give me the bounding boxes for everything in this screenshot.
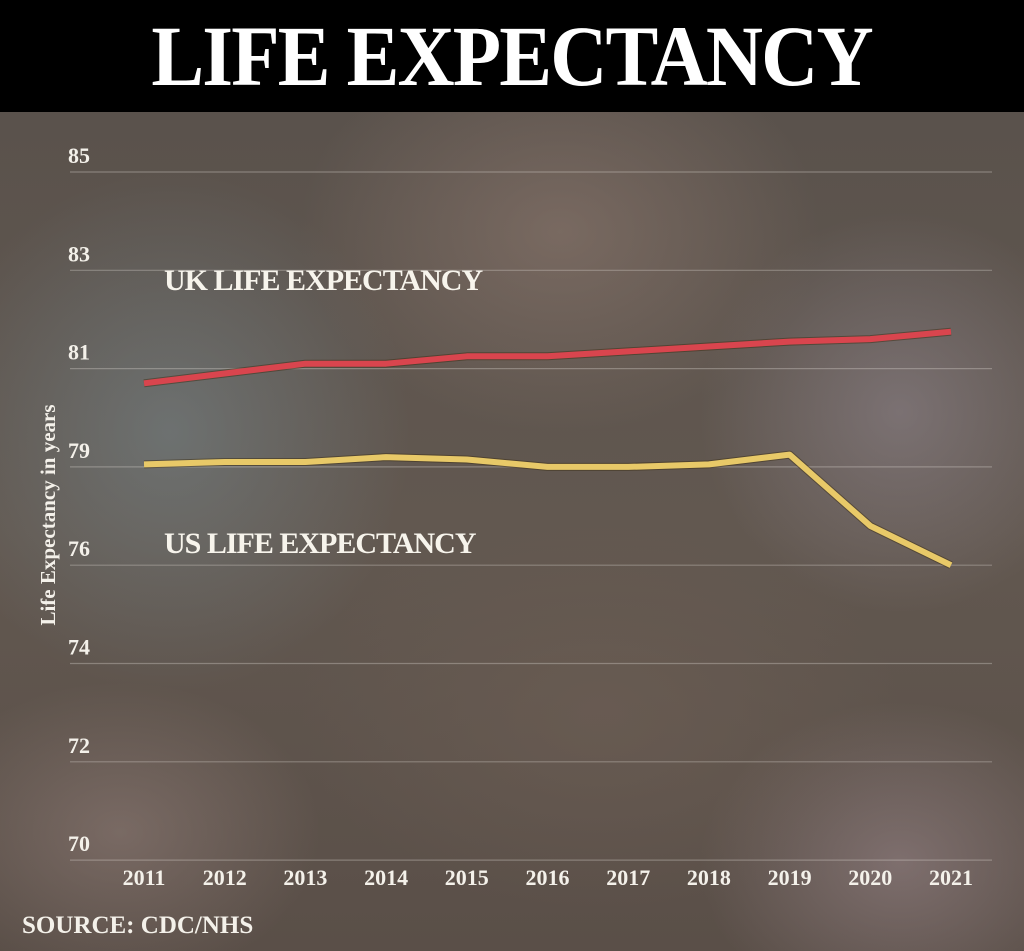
source-note: SOURCE: CDC/NHS — [22, 912, 253, 939]
title-bar: LIFE EXPECTANCY — [0, 0, 1024, 112]
y-axis-ticks: 70 72 74 76 79 81 83 85 — [68, 143, 90, 856]
y-tick-label: 70 — [68, 831, 90, 856]
y-tick-label: 85 — [68, 143, 90, 168]
x-tick-label: 2016 — [526, 865, 570, 890]
x-tick-label: 2019 — [768, 865, 812, 890]
x-tick-label: 2012 — [203, 865, 247, 890]
background-photo — [0, 112, 1024, 951]
series-label-uk: UK LIFE EXPECTANCY — [164, 264, 483, 297]
series-lines — [143, 327, 953, 569]
x-tick-label: 2011 — [123, 865, 166, 890]
y-axis-label: Life Expectancy in years — [36, 404, 60, 625]
x-tick-label: 2015 — [445, 865, 489, 890]
y-tick-label: 74 — [68, 635, 90, 660]
y-tick-label: 79 — [68, 438, 90, 463]
x-tick-label: 2014 — [364, 865, 408, 890]
x-tick-label: 2021 — [929, 865, 973, 890]
x-tick-label: 2013 — [283, 865, 327, 890]
x-tick-label: 2017 — [606, 865, 650, 890]
y-tick-label: 72 — [68, 733, 90, 758]
x-tick-label: 2020 — [848, 865, 892, 890]
x-tick-label: 2018 — [687, 865, 731, 890]
x-axis-ticks: 2011 2012 2013 2014 2015 2016 2017 2018 2019 2020… — [123, 865, 973, 890]
y-tick-label: 83 — [68, 241, 90, 266]
series-label-us: US LIFE EXPECTANCY — [164, 527, 477, 560]
chart-title: LIFE EXPECTANCY — [151, 8, 874, 104]
uk-series-line — [143, 328, 952, 387]
y-tick-label: 81 — [68, 340, 90, 365]
y-tick-label: 76 — [68, 536, 90, 561]
